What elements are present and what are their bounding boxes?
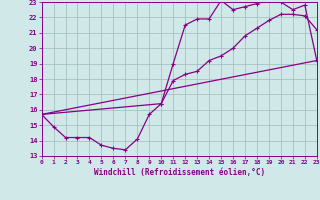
X-axis label: Windchill (Refroidissement éolien,°C): Windchill (Refroidissement éolien,°C) xyxy=(94,168,265,177)
